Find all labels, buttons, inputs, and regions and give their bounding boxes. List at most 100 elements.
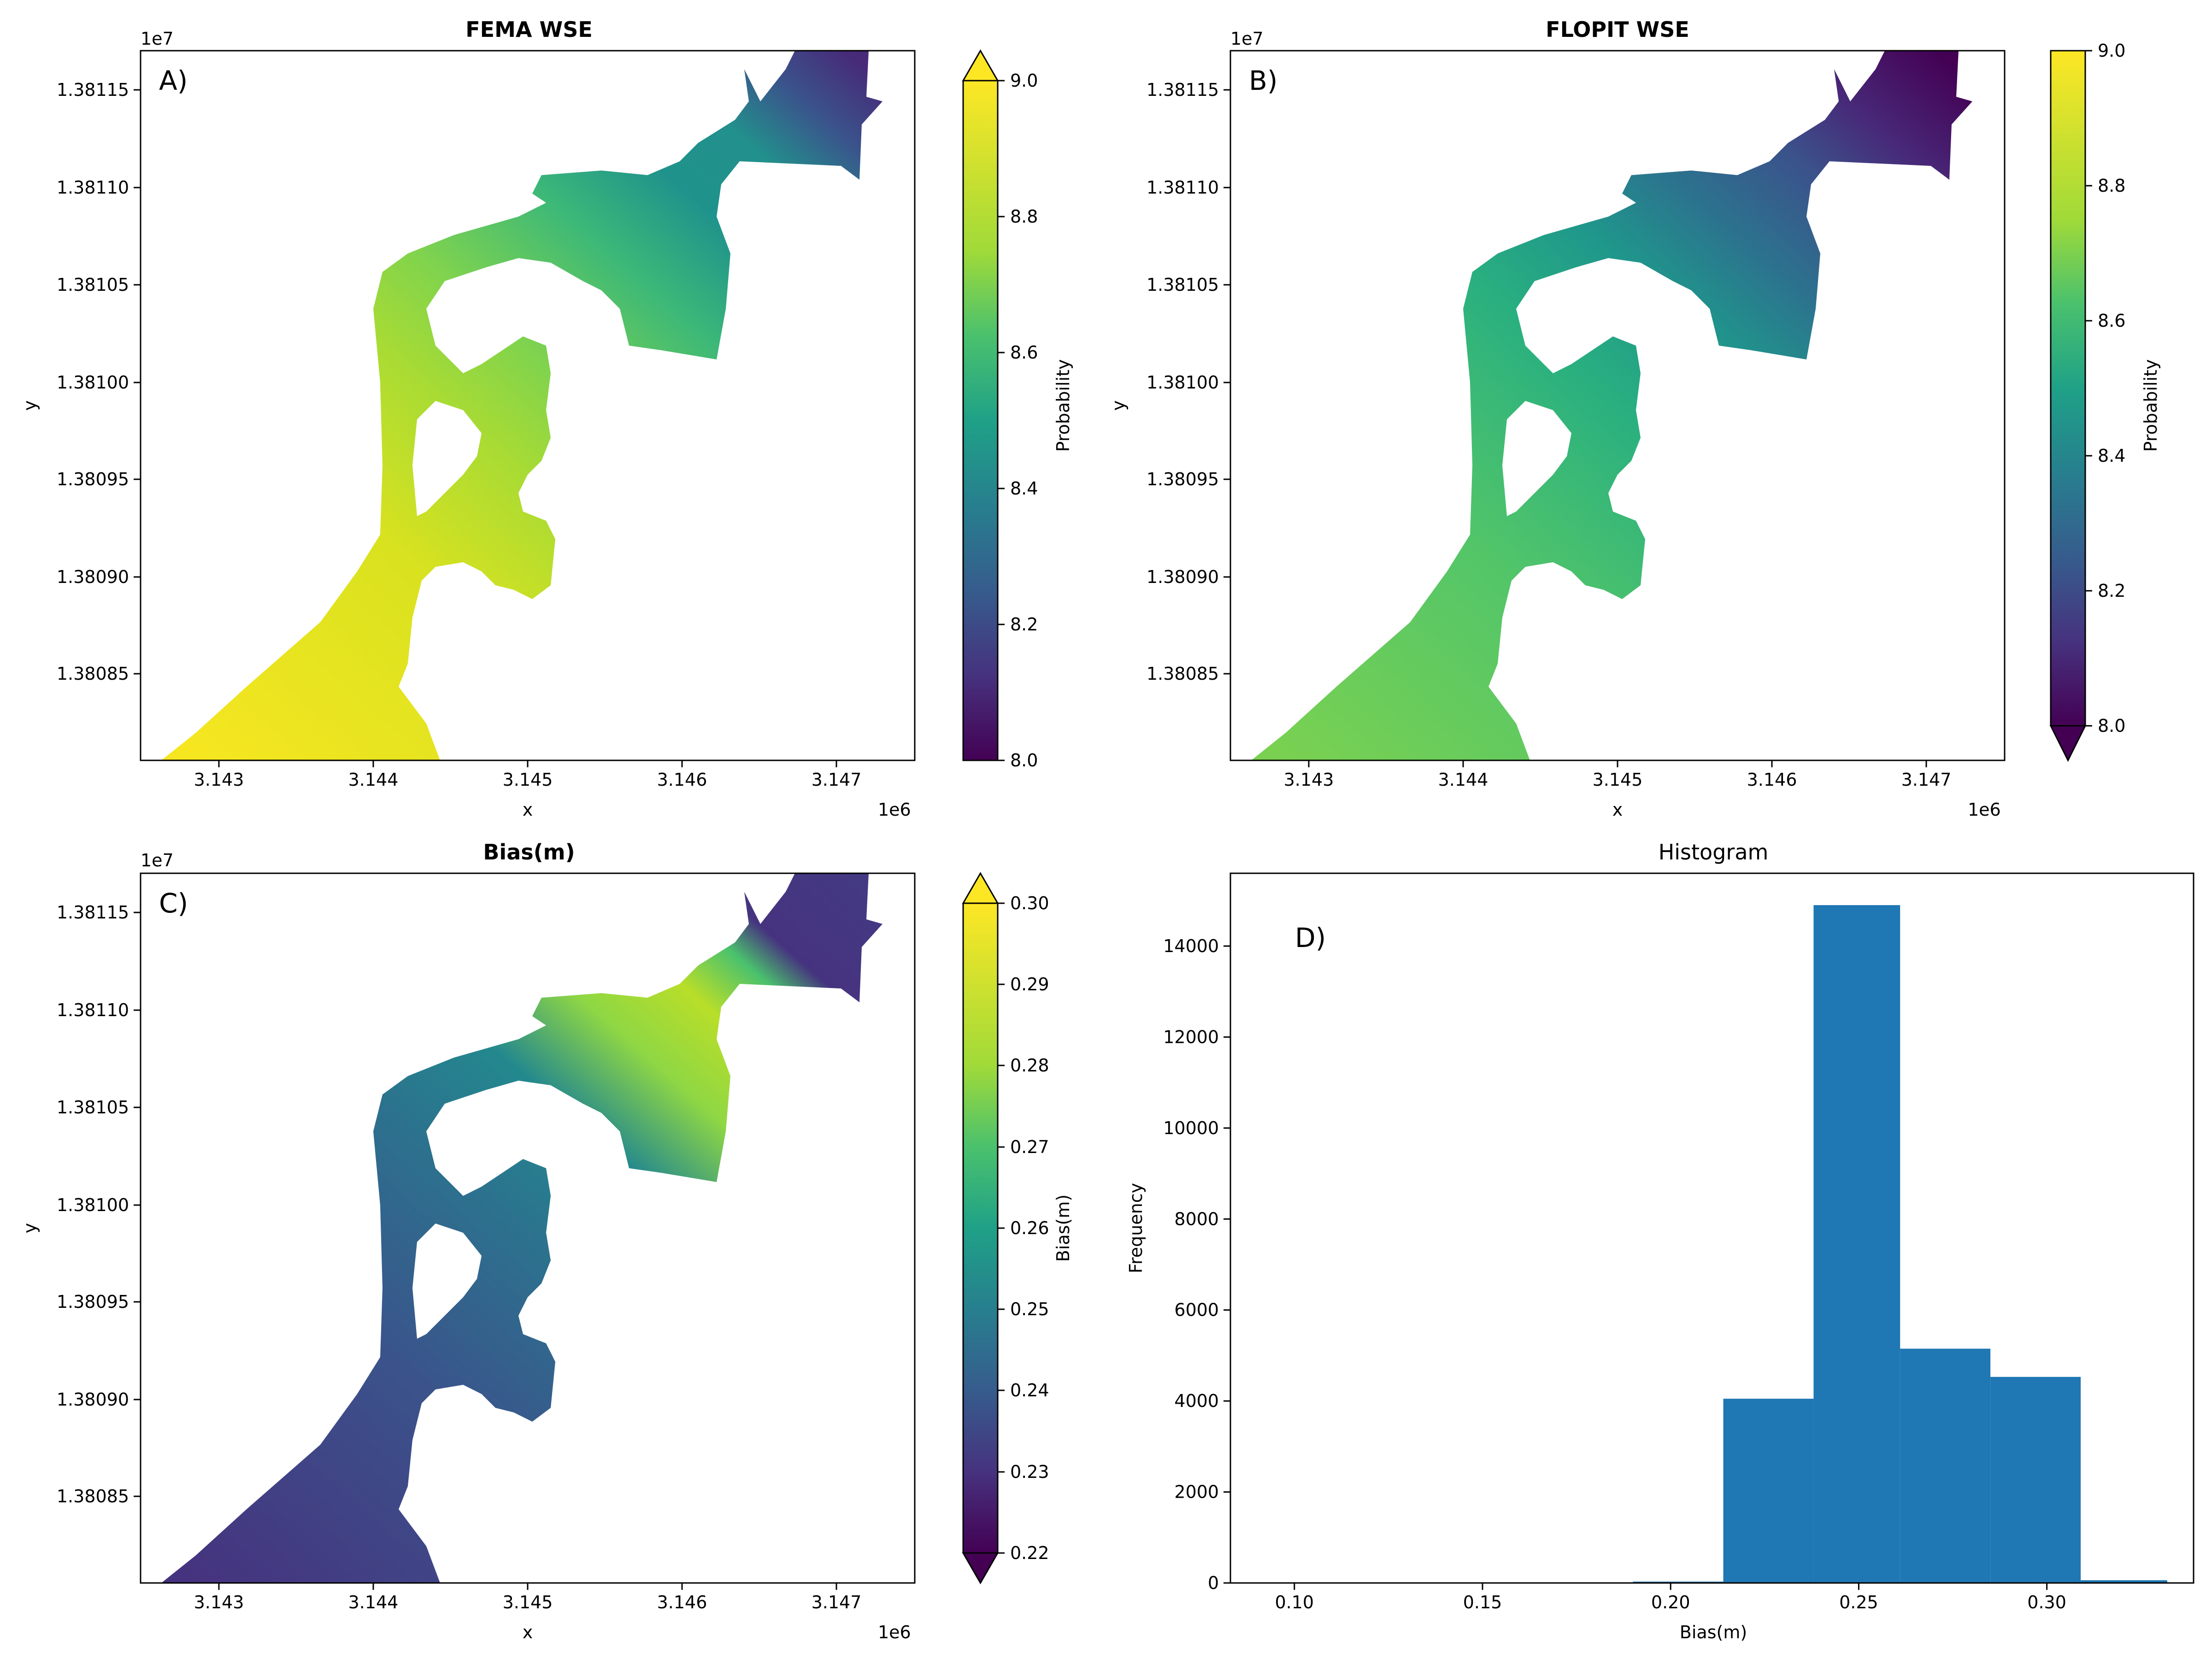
y-tick-label: 1.38110 [57,177,129,198]
colorbar-gradient [963,903,998,1553]
y-tick-label: 1.38090 [1147,567,1219,587]
y-tick-label: 0 [1208,1573,1219,1593]
colorbar-extend-min-icon [962,1552,999,1585]
panel-a-yticks: 1.38115 1.38110 1.38105 1.38100 1.38095 … [57,80,141,684]
y-tick-label: 14000 [1163,936,1219,956]
panel-b-xlabel: x [1612,800,1623,820]
x-tick-label: 0.25 [1839,1592,1878,1612]
histogram-yticks: 0 2000 4000 6000 8000 10000 12000 14000 [1163,936,1230,1593]
y-tick-label: 10000 [1163,1118,1219,1138]
x-tick-label: 3.147 [812,770,862,790]
y-tick-label: 1.38115 [57,902,129,923]
panel-d: Histogram D) 0 2000 4000 6000 8000 10000 12000… [1126,840,2194,1642]
colorbar-tick: 8.6 [1010,342,1038,363]
panel-a-map [161,51,882,760]
colorbar-tick: 8.8 [1010,206,1038,227]
y-tick-label: 1.38085 [57,1486,129,1506]
panel-d-label: D) [1295,922,1326,953]
colorbar-gradient [2051,51,2085,726]
y-tick-label: 12000 [1163,1027,1219,1047]
y-tick-label: 1.38100 [1147,372,1219,393]
panel-a-ylabel: y [20,400,40,411]
panel-b-yticks: 1.38115 1.38110 1.38105 1.38100 1.38095 … [1147,80,1230,684]
x-tick-label: 3.147 [812,1592,862,1612]
x-tick-label: 0.15 [1463,1592,1502,1612]
x-tick-label: 3.146 [1747,770,1797,790]
x-tick-label: 0.10 [1275,1592,1314,1612]
histogram-bar [1723,1399,1814,1583]
y-tick-label: 1.38115 [57,80,129,100]
y-tick-label: 1.38110 [1147,177,1219,198]
colorbar-gradient [963,81,998,760]
colorbar-tick: 9.0 [2098,41,2125,61]
x-tick-label: 3.146 [657,1592,707,1612]
panel-b-map [1251,51,1972,760]
panel-c-label: C) [159,888,188,919]
x-tick-label: 3.145 [503,770,553,790]
histogram-bars [1633,905,2167,1583]
y-tick-label: 1.38115 [1147,80,1219,100]
colorbar-tick: 0.23 [1010,1462,1049,1482]
x-tick-label: 3.145 [503,1592,553,1612]
histogram-xlabel: Bias(m) [1680,1622,1747,1642]
colorbar-tick: 0.29 [1010,974,1049,994]
panel-a-label: A) [159,65,188,96]
y-tick-label: 8000 [1174,1209,1219,1229]
panel-a-x-offset: 1e6 [878,800,911,820]
y-tick-label: 1.38095 [57,1292,129,1312]
y-tick-label: 1.38085 [57,664,129,684]
colorbar-tick: 9.0 [1010,71,1038,91]
x-tick-label: 3.147 [1901,770,1952,790]
panel-c-y-offset: 1e7 [141,850,174,871]
histogram-bar [2081,1580,2167,1583]
panel-b-ylabel: y [1108,400,1129,411]
panel-c-ylabel: y [20,1223,40,1234]
panel-a: FEMA WSE 1e7 A) 1.38115 1.38110 1.38105 … [20,17,1073,820]
y-tick-label: 1.38100 [57,372,129,393]
x-tick-label: 3.146 [657,770,707,790]
y-tick-label: 1.38100 [57,1195,129,1215]
histogram-title: Histogram [1659,840,1769,865]
histogram-ylabel: Frequency [1126,1183,1146,1273]
panel-b-label: B) [1249,65,1277,96]
x-tick-label: 3.144 [1438,770,1488,790]
colorbar-tick: 0.28 [1010,1055,1049,1076]
colorbar-tick: 8.0 [2098,716,2125,736]
y-tick-label: 1.38095 [57,469,129,489]
panel-c-colorbar: 0.22 0.23 0.24 0.25 0.26 0.27 0.28 0.29 … [962,871,1073,1585]
panel-c-xticks: 3.143 3.144 3.145 3.146 3.147 [194,1583,862,1612]
panel-a-xticks: 3.143 3.144 3.145 3.146 3.147 [194,760,862,790]
colorbar-label: Bias(m) [1053,1194,1073,1262]
y-tick-label: 2000 [1174,1482,1219,1502]
y-tick-label: 4000 [1174,1391,1219,1411]
colorbar-tick: 8.8 [2098,176,2125,196]
colorbar-label: Probability [2141,359,2161,452]
panel-a-y-offset: 1e7 [141,29,174,49]
histogram-bar [1813,905,1900,1583]
panel-c-xlabel: x [523,1622,533,1642]
y-tick-label: 1.38090 [57,1389,129,1410]
colorbar-extend-max-icon [962,49,999,82]
panel-c-map [161,873,882,1583]
x-tick-label: 3.145 [1593,770,1643,790]
panel-c-x-offset: 1e6 [878,1622,911,1642]
panel-b-xticks: 3.143 3.144 3.145 3.146 3.147 [1284,760,1952,790]
colorbar-tick: 8.2 [2098,581,2125,601]
x-tick-label: 3.144 [348,770,399,790]
panel-a-colorbar: 8.0 8.2 8.4 8.6 8.8 9.0 Probability [962,49,1073,771]
panel-b-y-offset: 1e7 [1230,29,1264,49]
histogram-bar [1900,1348,1991,1583]
colorbar-tick: 0.26 [1010,1218,1049,1238]
colorbar-tick: 0.27 [1010,1137,1049,1157]
y-tick-label: 1.38105 [57,1097,129,1118]
x-tick-label: 3.143 [194,1592,244,1612]
y-tick-label: 1.38085 [1147,664,1219,684]
colorbar-tick: 8.4 [2098,446,2125,466]
colorbar-tick: 8.2 [1010,614,1038,635]
histogram-xticks: 0.10 0.15 0.20 0.25 0.30 [1275,1583,2066,1612]
panel-a-title: FEMA WSE [465,17,593,42]
panel-b-title: FLOPIT WSE [1546,17,1689,42]
panel-b: FLOPIT WSE 1e7 B) 1.38115 1.38110 1.3810… [1108,17,2161,820]
colorbar-tick: 8.0 [1010,750,1038,771]
